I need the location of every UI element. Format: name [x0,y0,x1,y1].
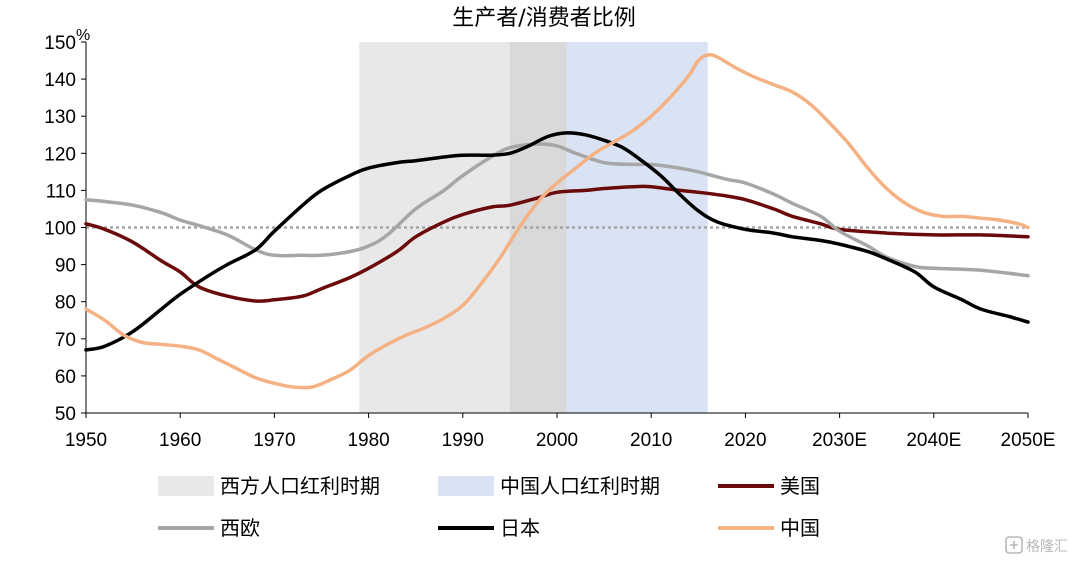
series-line-western-europe [84,142,1030,278]
series-line-china [84,52,1030,390]
x-tick-label: 2020 [724,430,766,451]
gelonghui-logo-icon [1005,536,1023,554]
y-tick-label: 120 [44,144,76,165]
x-tick-label: 1950 [65,430,107,451]
x-tick-label: 1960 [159,430,201,451]
legend-label: 西欧 [220,516,260,540]
axes: 50 60 70 80 90 100 110 120 130 140 150 1950 1960 1970… [44,33,1055,451]
legend-label: 中国 [780,516,820,540]
series-lines [84,52,1030,390]
y-tick-label: 100 [44,219,76,240]
legend-swatch [438,476,494,496]
x-tick-label: 2050E [1001,430,1056,451]
y-axis-unit: % [76,27,90,44]
y-tick-label: 140 [44,70,76,91]
y-tick-label: 50 [55,404,76,425]
y-tick-label: 80 [55,293,76,314]
y-tick-label: 110 [46,181,76,202]
y-tick-label: 150 [44,33,76,54]
x-tick-label: 2000 [536,430,578,451]
legend-label: 日本 [500,516,540,540]
legend-swatch [158,476,214,496]
watermark: 格隆汇 [1005,536,1068,555]
watermark-text: 格隆汇 [1026,539,1068,555]
y-tick-label: 70 [55,330,76,351]
y-tick-label: 90 [55,256,76,277]
legend-label: 中国人口红利时期 [500,474,660,498]
series-line-japan [84,131,1030,352]
legend-label: 美国 [780,474,820,498]
x-tick-label: 2030E [812,430,867,451]
x-tick-label: 2010 [630,430,672,451]
x-tick-label: 1970 [253,430,295,451]
x-tick-label: 1990 [442,430,484,451]
series-line-us [84,184,1030,303]
x-tick-label: 1980 [347,430,389,451]
chart-title: 生产者/消费者比例 [452,6,635,31]
y-tick-label: 130 [44,107,76,128]
y-tick-label: 60 [55,367,76,388]
x-tick-label: 2040E [906,430,961,451]
legend-label: 西方人口红利时期 [220,474,380,498]
